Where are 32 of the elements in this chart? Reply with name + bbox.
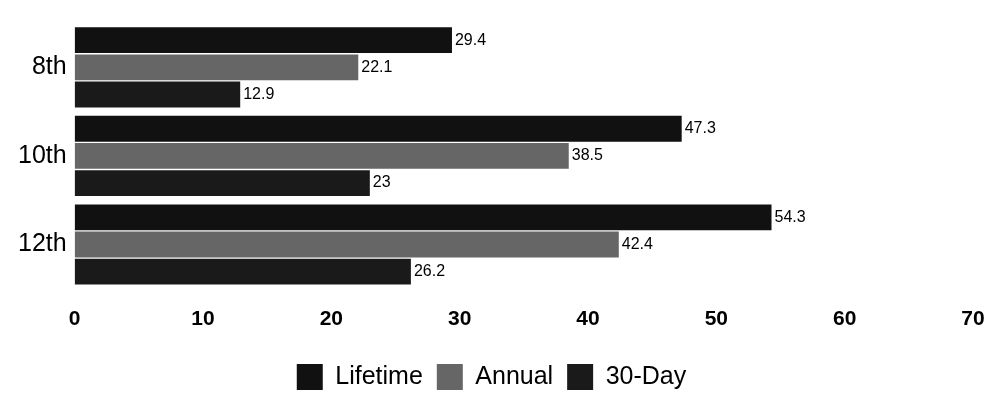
legend-label: Lifetime [335, 360, 423, 389]
bar [74, 27, 452, 54]
x-tick-label: 20 [319, 306, 344, 330]
x-tick-label: 40 [576, 306, 600, 330]
data-label: 26.2 [413, 262, 446, 280]
bar [74, 115, 682, 142]
data-label: 38.5 [571, 146, 603, 164]
x-tick-label: 70 [961, 306, 985, 330]
bar [74, 142, 569, 169]
data-label: 54.3 [774, 207, 806, 225]
legend-label: 30-Day [605, 360, 687, 389]
x-tick-label: 30 [447, 306, 472, 330]
bar [74, 170, 370, 196]
y-tick-label: 12th [17, 228, 67, 257]
x-tick-label: 10 [191, 306, 215, 330]
x-tick-label: 60 [832, 306, 857, 330]
y-tick-label: 10th [17, 139, 67, 168]
data-label: 12.9 [243, 84, 275, 102]
data-label: 22.1 [361, 57, 393, 75]
bar [74, 204, 772, 231]
data-label: 29.4 [454, 30, 487, 48]
bar [74, 231, 619, 258]
legend-label: Annual [475, 360, 554, 389]
data-label: 23 [372, 173, 391, 191]
y-tick-label: 8th [31, 51, 67, 80]
x-tick-label: 50 [704, 306, 729, 330]
bar [74, 258, 411, 285]
data-label: 47.3 [684, 119, 716, 137]
bar [74, 81, 241, 108]
x-tick-label: 0 [68, 306, 81, 330]
bar [74, 54, 359, 81]
data-label: 42.4 [621, 234, 654, 252]
